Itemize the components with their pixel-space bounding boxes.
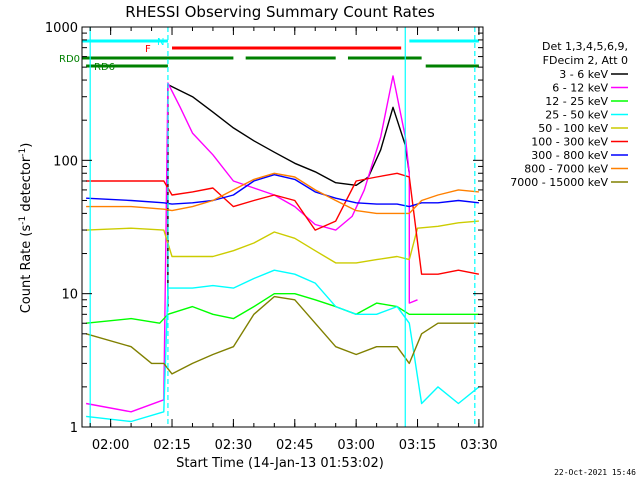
- legend-label-50-100-kev: 50 - 100 keV: [538, 122, 608, 135]
- series-12-25-kev: [86, 293, 479, 324]
- series-3-6-kev: [167, 83, 410, 307]
- x-tick-label: 02:30: [215, 438, 252, 453]
- series-800-7000-kev: [86, 172, 479, 215]
- legend: Det 1,3,4,5,6,9, FDecim 2, Att 0 3 - 6 k…: [510, 40, 628, 189]
- series-25-50-kev: [86, 269, 480, 423]
- legend-label-7000-15000-kev: 7000 - 15000 keV: [510, 176, 608, 189]
- bar-n-label: N: [157, 37, 164, 48]
- x-tick-label: 02:15: [153, 438, 190, 453]
- y-tick-label: 1: [70, 421, 78, 436]
- series-7000-15000-kev: [85, 295, 479, 375]
- y-tick-label: 100: [53, 154, 78, 169]
- generation-timestamp: 22-Oct-2021 15:46: [554, 468, 636, 477]
- y-tick-label: 10: [61, 288, 78, 303]
- bar-f-label: F: [145, 44, 151, 55]
- attenuator-markers: [89, 27, 476, 427]
- legend-label-100-300-kev: 100 - 300 keV: [531, 136, 608, 149]
- observing-state-bars: NF RD0 RD6: [59, 37, 479, 73]
- bar-rd6-label: RD6: [94, 62, 115, 73]
- x-tick-label: 03:15: [399, 438, 436, 453]
- x-axis-ticks: 02:00 02:15 02:30 02:45 03:00 03:15 03:30: [89, 27, 498, 453]
- x-axis-label: Start Time (14-Jan-13 01:53:02): [176, 456, 384, 471]
- legend-label-3-6-kev: 3 - 6 keV: [559, 68, 608, 81]
- y-axis-ticks: 1 10 100 1000: [45, 21, 483, 436]
- legend-label-6-12-kev: 6 - 12 keV: [552, 82, 608, 95]
- bar-rd0-label: RD0: [59, 54, 80, 65]
- legend-label-300-800-kev: 300 - 800 keV: [531, 149, 608, 162]
- series-100-300-kev: [86, 172, 480, 275]
- series-6-12-kev: [85, 75, 418, 413]
- chart-title: RHESSI Observing Summary Count Rates: [125, 3, 435, 21]
- x-tick-label: 03:30: [460, 438, 497, 453]
- x-tick-label: 02:45: [276, 438, 313, 453]
- legend-label-12-25-kev: 12 - 25 keV: [545, 95, 608, 108]
- x-tick-label: 02:00: [92, 438, 129, 453]
- y-axis-label: Count Rate (s-1 detector-1): [18, 143, 34, 314]
- legend-label-25-50-kev: 25 - 50 keV: [545, 109, 608, 122]
- legend-title-line-2: FDecim 2, Att 0: [543, 54, 628, 67]
- legend-label-800-7000-kev: 800 - 7000 keV: [524, 163, 608, 176]
- x-tick-label: 03:00: [337, 438, 374, 453]
- plot-frame: [81, 26, 484, 428]
- y-tick-label: 1000: [45, 21, 78, 36]
- legend-title-line-1: Det 1,3,4,5,6,9,: [542, 40, 628, 53]
- series-layer: [85, 75, 480, 423]
